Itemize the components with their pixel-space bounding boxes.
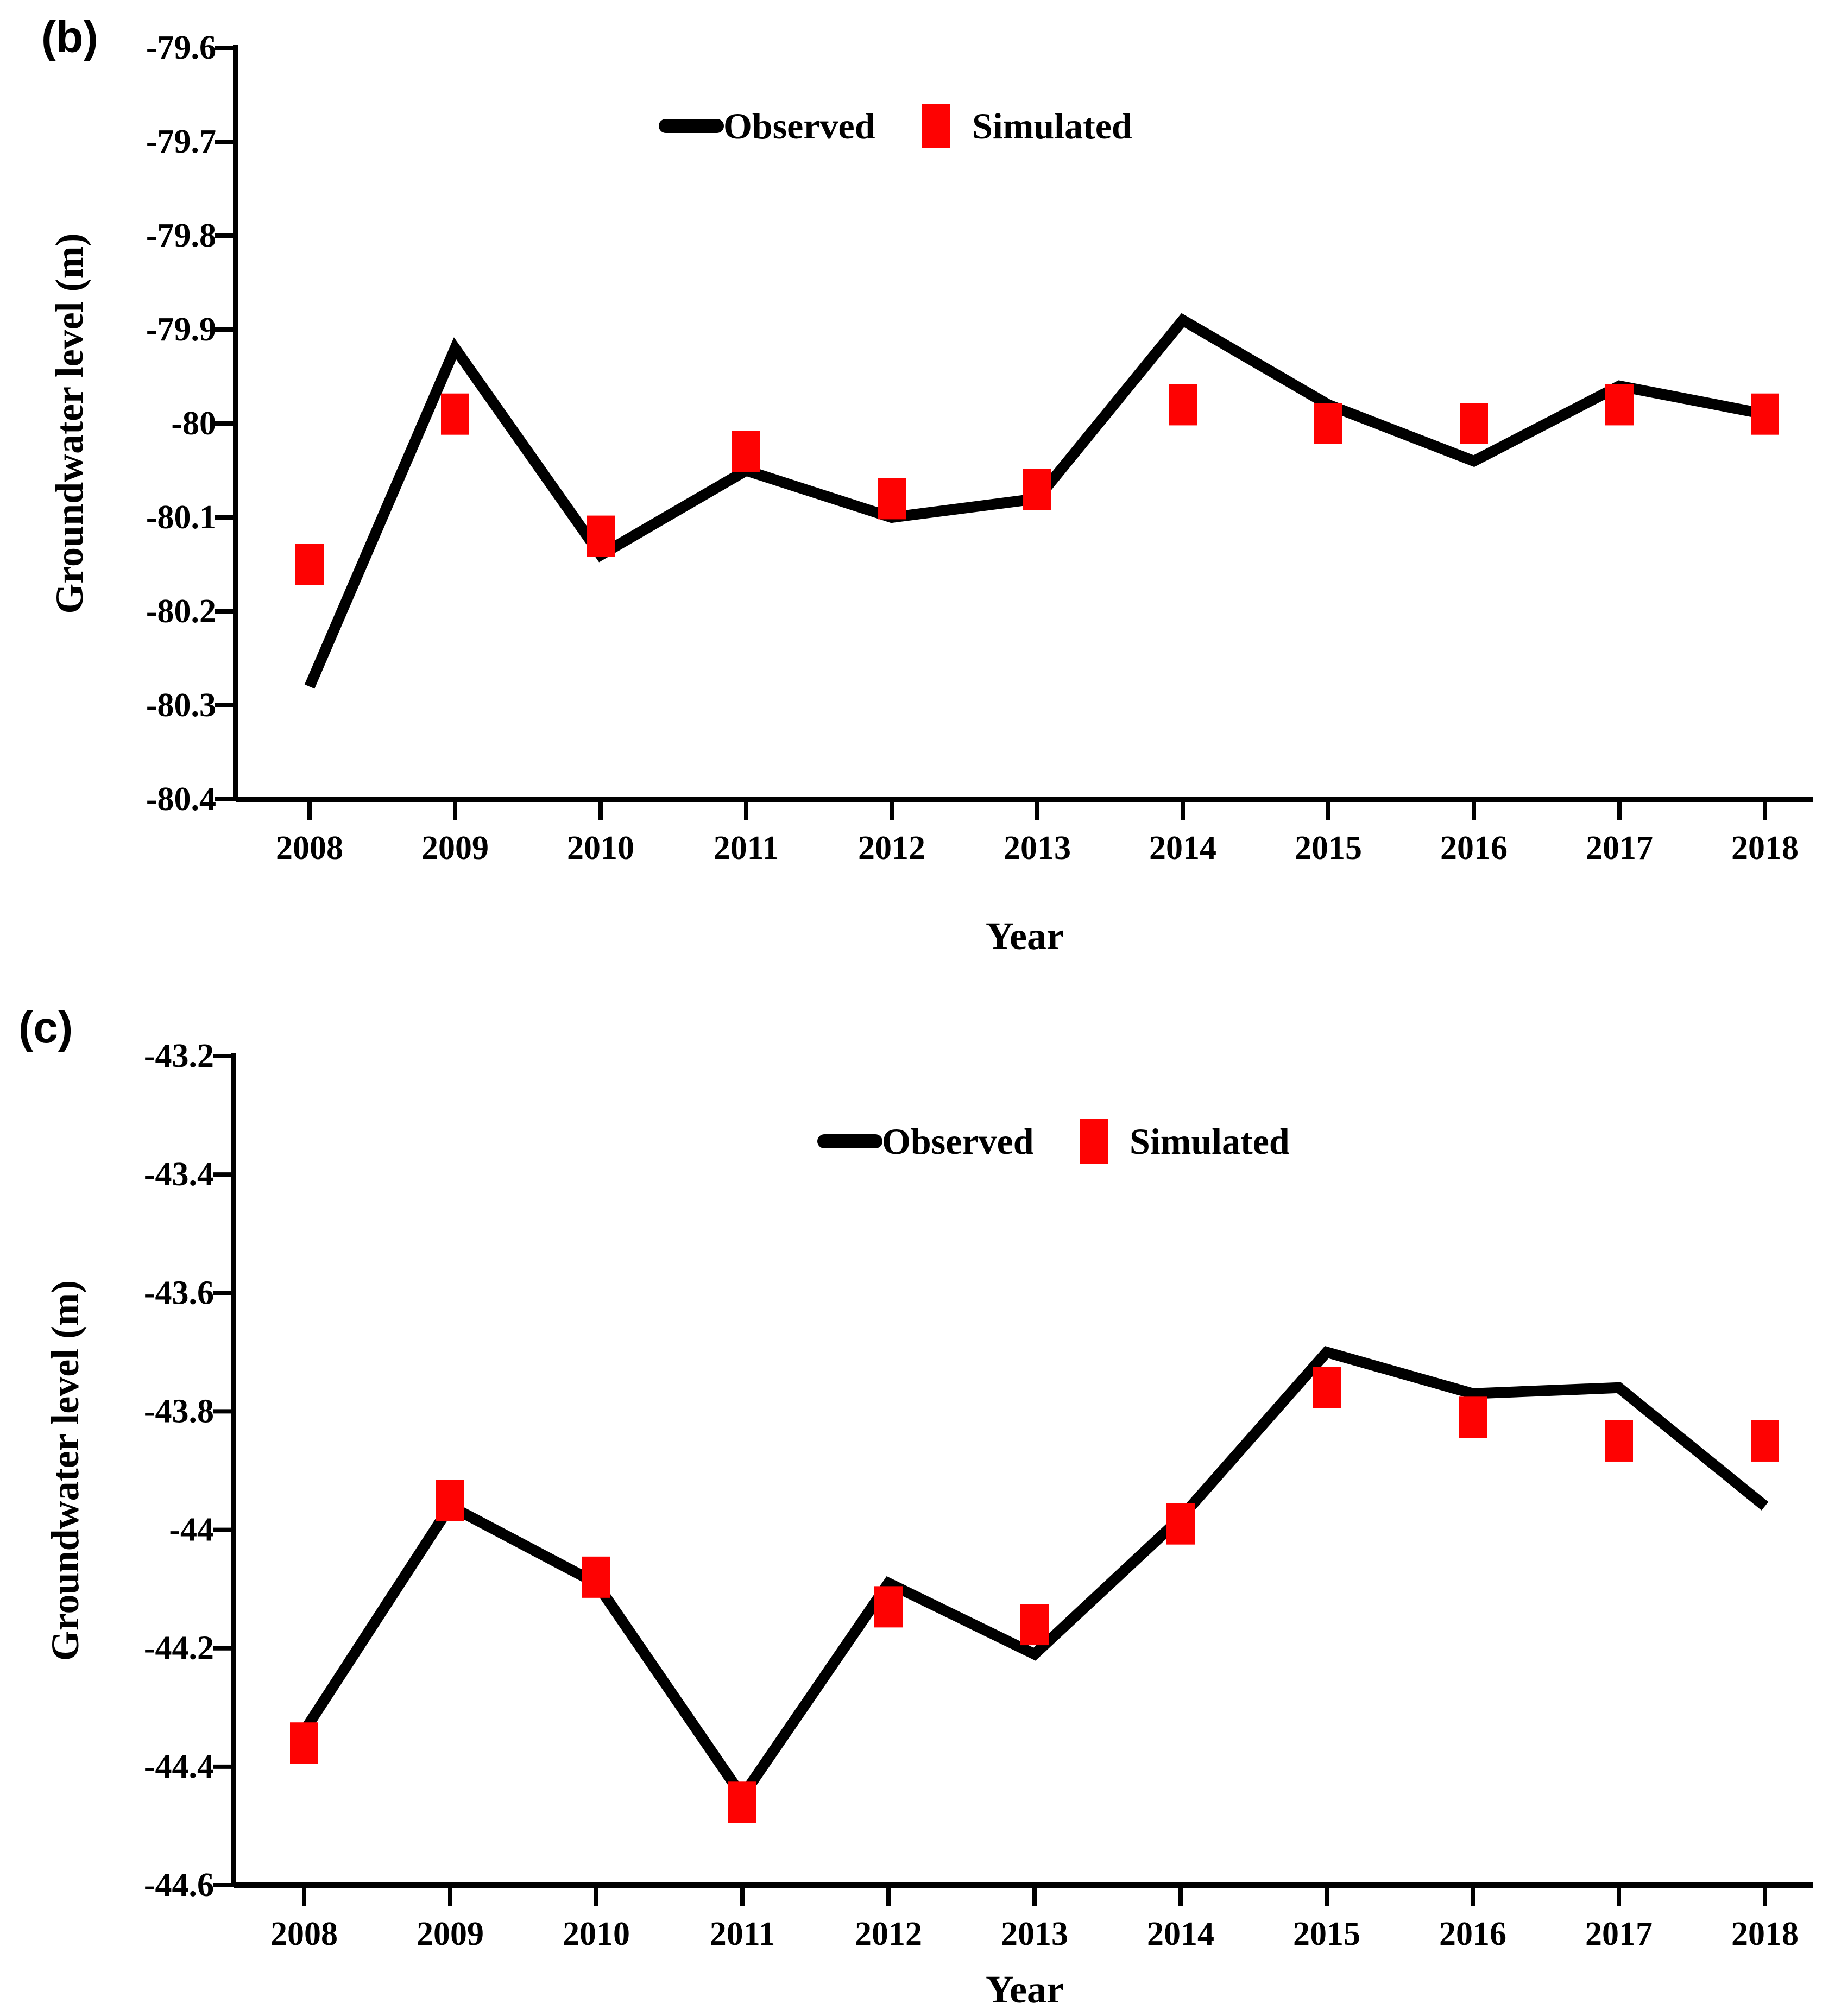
y-tick-label: -43.6 [144, 1274, 214, 1311]
x-tick-label: 2008 [276, 830, 343, 867]
x-tick-label: 2018 [1731, 1916, 1799, 1952]
simulated-point [295, 544, 324, 585]
x-tick-label: 2014 [1147, 1916, 1214, 1952]
simulated-point [1313, 1367, 1341, 1408]
x-tick-label: 2012 [855, 1916, 922, 1952]
simulated-point [1166, 1503, 1195, 1545]
y-tick-label: -44.6 [144, 1867, 214, 1904]
x-tick-label: 2015 [1293, 1916, 1360, 1952]
simulated-point [732, 431, 760, 472]
simulated-point [1605, 384, 1634, 426]
simulated-point [728, 1781, 756, 1823]
x-tick-label: 2010 [567, 830, 634, 867]
y-tick-label: -80 [171, 405, 216, 442]
x-tick-label: 2011 [710, 1916, 775, 1952]
x-tick-label: 2011 [714, 830, 779, 867]
simulated-point [290, 1722, 318, 1764]
simulated-point [436, 1480, 464, 1521]
x-tick-label: 2016 [1439, 1916, 1506, 1952]
x-tick-label: 2013 [1001, 1916, 1068, 1952]
y-tick-label: -43.4 [144, 1156, 214, 1193]
legend-simulated-swatch [922, 104, 950, 148]
simulated-point [441, 393, 469, 435]
y-tick-label: -43.8 [144, 1393, 214, 1430]
simulated-point [1459, 1396, 1487, 1438]
simulated-point [1751, 393, 1779, 435]
x-tick-label: 2008 [270, 1916, 338, 1952]
legend-observed-label: Observed [882, 1121, 1034, 1162]
y-tick-label: -44.4 [144, 1748, 214, 1785]
simulated-point [1605, 1420, 1633, 1462]
x-axis-title: Year [986, 914, 1064, 958]
y-tick-label: -79.6 [146, 29, 216, 66]
simulated-point [1169, 384, 1197, 426]
x-tick-label: 2009 [417, 1916, 484, 1952]
legend-simulated-swatch [1080, 1119, 1108, 1164]
simulated-point [1460, 403, 1488, 444]
legend-observed-label: Observed [723, 105, 875, 147]
simulated-point [582, 1556, 610, 1598]
x-tick-label: 2014 [1149, 830, 1216, 867]
y-tick-label: -44 [169, 1512, 214, 1549]
x-tick-label: 2017 [1586, 830, 1653, 867]
x-tick-label: 2018 [1731, 830, 1799, 867]
simulated-point [874, 1586, 903, 1628]
y-tick-label: -79.8 [146, 217, 216, 254]
simulated-point [878, 478, 906, 520]
y-tick-label: -80.3 [146, 687, 216, 724]
observed-line [299, 1346, 1769, 1806]
x-axis-title: Year [986, 1968, 1064, 2011]
panel-label-b: (b) [41, 12, 98, 62]
y-tick-label: -44.2 [144, 1630, 214, 1667]
legend-simulated-label: Simulated [972, 105, 1132, 147]
y-axis-title: Groundwater level (m) [43, 1280, 87, 1661]
y-tick-label: -79.9 [146, 311, 216, 348]
y-tick-label: -80.4 [146, 781, 216, 818]
y-axis-title: Groundwater level (m) [48, 233, 91, 614]
simulated-point [587, 515, 615, 557]
y-tick-label: -79.7 [146, 123, 216, 160]
panel-label-c: (c) [18, 1003, 73, 1052]
x-tick-label: 2015 [1295, 830, 1362, 867]
y-tick-label: -80.2 [146, 593, 216, 630]
simulated-point [1023, 469, 1051, 510]
legend-simulated-label: Simulated [1130, 1121, 1290, 1162]
simulated-point [1751, 1420, 1779, 1462]
x-tick-label: 2010 [563, 1916, 630, 1952]
simulated-point [1020, 1604, 1049, 1646]
simulated-point [1314, 403, 1342, 444]
y-tick-label: -43.2 [144, 1038, 214, 1075]
x-tick-label: 2009 [421, 830, 489, 867]
x-tick-label: 2017 [1585, 1916, 1653, 1952]
y-tick-label: -80.1 [146, 499, 216, 536]
x-tick-label: 2016 [1440, 830, 1508, 867]
x-tick-label: 2013 [1004, 830, 1071, 867]
x-tick-label: 2012 [858, 830, 925, 867]
